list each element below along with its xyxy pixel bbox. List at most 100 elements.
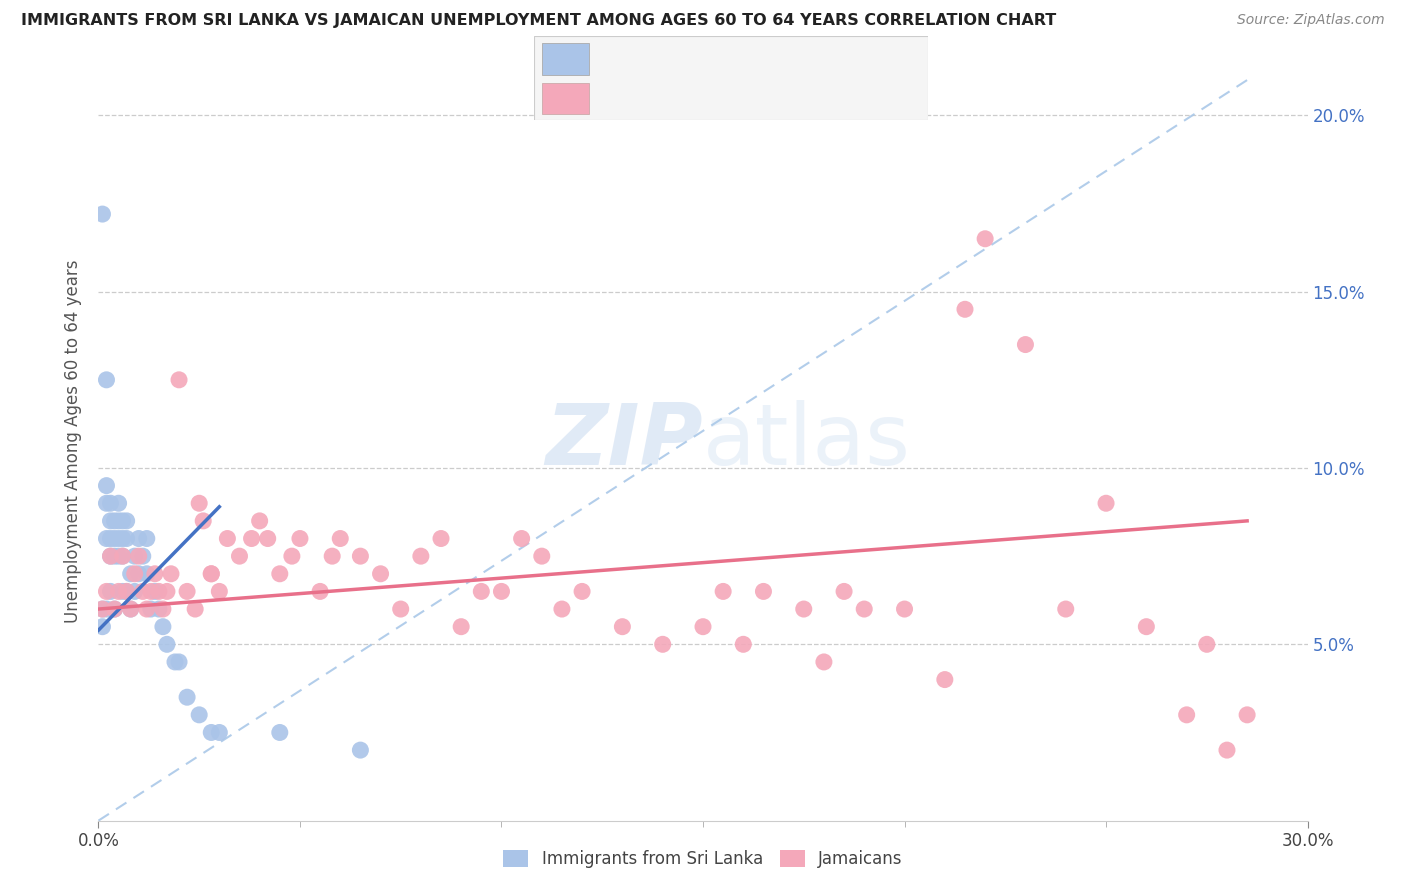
Point [167, 655, 190, 669]
Point [200, 566, 222, 581]
Point [832, 584, 855, 599]
Point [450, 620, 472, 634]
Point [1175, 707, 1198, 722]
Point [612, 620, 634, 634]
Point [733, 637, 755, 651]
Point [793, 602, 815, 616]
Point [188, 707, 211, 722]
Point [96, 478, 118, 492]
Point [160, 566, 183, 581]
Point [208, 584, 231, 599]
Point [389, 602, 412, 616]
Point [111, 514, 134, 528]
Point [139, 602, 162, 616]
Point [107, 532, 129, 546]
Point [1216, 743, 1239, 757]
Point [148, 584, 170, 599]
Point [120, 602, 142, 616]
FancyBboxPatch shape [534, 36, 928, 120]
Y-axis label: Unemployment Among Ages 60 to 64 years: Unemployment Among Ages 60 to 64 years [65, 260, 83, 624]
Text: R = 0.162    N = 71: R = 0.162 N = 71 [598, 90, 773, 108]
Text: ZIP: ZIP [546, 400, 703, 483]
Point [228, 549, 250, 563]
Point [107, 549, 129, 563]
Point [370, 566, 392, 581]
Point [115, 584, 138, 599]
Point [96, 584, 118, 599]
Point [256, 532, 278, 546]
Point [139, 584, 162, 599]
Point [115, 584, 138, 599]
Point [124, 584, 146, 599]
Point [143, 566, 166, 581]
Point [491, 584, 513, 599]
Point [96, 373, 118, 387]
Point [128, 566, 150, 581]
Point [200, 566, 222, 581]
Point [163, 655, 186, 669]
Point [752, 584, 775, 599]
Point [96, 496, 118, 510]
Point [115, 514, 138, 528]
Point [176, 584, 198, 599]
Point [120, 566, 142, 581]
Point [813, 655, 835, 669]
Point [281, 549, 304, 563]
Point [115, 532, 138, 546]
Point [132, 584, 155, 599]
Point [100, 549, 122, 563]
Point [143, 584, 166, 599]
Point [100, 496, 122, 510]
Point [409, 549, 432, 563]
Point [100, 549, 122, 563]
Point [288, 532, 311, 546]
Point [152, 620, 174, 634]
Point [156, 637, 179, 651]
Point [349, 549, 371, 563]
Point [208, 725, 231, 739]
Point [132, 549, 155, 563]
Point [193, 514, 215, 528]
Point [651, 637, 673, 651]
Point [111, 549, 134, 563]
Point [269, 566, 291, 581]
Point [470, 584, 492, 599]
Point [1014, 337, 1036, 351]
Point [309, 584, 332, 599]
Point [711, 584, 734, 599]
Legend: Immigrants from Sri Lanka, Jamaicans: Immigrants from Sri Lanka, Jamaicans [495, 842, 911, 877]
Point [269, 725, 291, 739]
Point [120, 602, 142, 616]
Point [188, 496, 211, 510]
Point [91, 602, 114, 616]
Point [91, 620, 114, 634]
Point [128, 549, 150, 563]
Point [953, 302, 976, 317]
Point [217, 532, 239, 546]
Text: IMMIGRANTS FROM SRI LANKA VS JAMAICAN UNEMPLOYMENT AMONG AGES 60 TO 64 YEARS COR: IMMIGRANTS FROM SRI LANKA VS JAMAICAN UN… [21, 13, 1056, 29]
Point [893, 602, 915, 616]
Point [111, 584, 134, 599]
Point [1236, 707, 1258, 722]
Text: atlas: atlas [703, 400, 911, 483]
Point [148, 602, 170, 616]
Point [934, 673, 956, 687]
Point [551, 602, 574, 616]
FancyBboxPatch shape [543, 44, 589, 75]
Point [176, 690, 198, 705]
Point [91, 207, 114, 221]
Point [111, 532, 134, 546]
Point [91, 602, 114, 616]
Point [321, 549, 343, 563]
Point [107, 496, 129, 510]
Point [1095, 496, 1118, 510]
Point [249, 514, 271, 528]
Point [103, 549, 125, 563]
Point [329, 532, 352, 546]
Point [135, 602, 157, 616]
Point [103, 514, 125, 528]
Point [1195, 637, 1218, 651]
Point [111, 549, 134, 563]
Point [974, 232, 997, 246]
Point [103, 532, 125, 546]
